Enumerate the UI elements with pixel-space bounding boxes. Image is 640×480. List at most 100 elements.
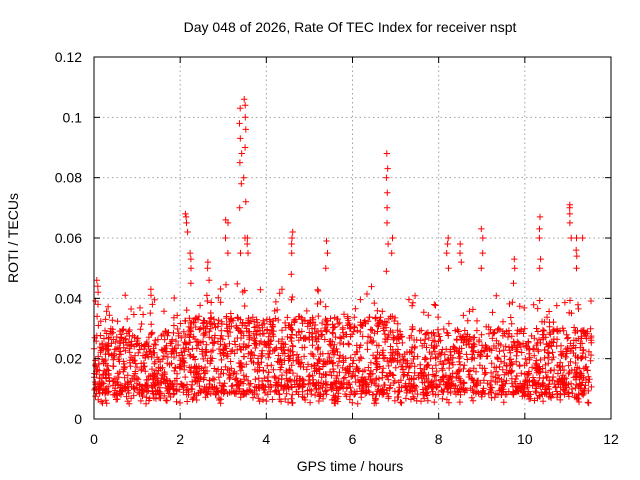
data-point	[278, 381, 285, 389]
data-point	[127, 378, 134, 385]
data-point	[366, 314, 373, 321]
data-point	[402, 363, 410, 370]
data-point	[94, 366, 101, 373]
data-point	[384, 240, 392, 248]
data-point	[124, 398, 131, 405]
data-point	[358, 394, 365, 401]
data-point	[182, 373, 189, 381]
data-point	[460, 365, 467, 373]
data-point	[114, 381, 122, 388]
data-point	[183, 219, 190, 227]
data-point	[530, 301, 537, 308]
data-point	[154, 336, 162, 343]
data-point	[206, 318, 213, 325]
data-point	[535, 368, 542, 375]
data-point	[577, 335, 585, 342]
data-point	[500, 347, 507, 354]
data-point	[192, 323, 199, 331]
data-point	[145, 343, 152, 350]
data-point	[509, 361, 516, 368]
data-point	[456, 358, 463, 366]
data-point	[334, 390, 342, 397]
data-point	[389, 354, 396, 362]
data-point	[116, 368, 123, 376]
x-tick-label: 4	[262, 431, 270, 447]
data-point	[539, 365, 546, 372]
data-point	[271, 307, 278, 315]
data-point	[506, 347, 513, 354]
data-point	[200, 355, 207, 363]
data-point	[417, 398, 425, 405]
data-point	[387, 313, 394, 320]
data-point	[138, 342, 145, 349]
x-tick-label: 0	[90, 431, 98, 447]
data-point	[180, 357, 187, 365]
data-point	[508, 367, 516, 374]
data-point	[541, 346, 548, 354]
data-point	[423, 392, 431, 399]
data-point	[187, 280, 195, 287]
data-point	[136, 346, 143, 353]
data-point	[255, 322, 263, 329]
data-point	[288, 271, 295, 278]
data-point	[443, 379, 451, 386]
data-point	[433, 367, 440, 375]
data-point	[384, 373, 391, 380]
data-point	[223, 352, 230, 360]
data-point	[379, 369, 386, 376]
data-point	[383, 150, 390, 157]
data-point	[183, 391, 190, 398]
data-point	[534, 328, 542, 335]
data-point	[411, 344, 418, 352]
data-point	[535, 379, 542, 387]
data-point	[368, 283, 375, 290]
data-point	[155, 356, 162, 363]
data-point	[347, 354, 354, 361]
data-point	[492, 390, 500, 397]
data-point	[487, 369, 495, 377]
data-point	[253, 331, 260, 339]
data-point	[253, 384, 260, 391]
data-point	[484, 352, 491, 360]
data-point	[322, 327, 330, 334]
data-point	[432, 391, 439, 398]
data-point	[466, 340, 473, 348]
data-point	[261, 320, 268, 327]
data-point	[286, 322, 293, 329]
data-point	[251, 324, 258, 331]
data-point	[453, 336, 460, 343]
data-point	[371, 400, 378, 407]
data-point	[309, 342, 316, 349]
data-point	[537, 356, 544, 364]
data-point	[498, 391, 505, 398]
data-point	[481, 390, 489, 397]
data-point	[327, 338, 334, 345]
data-point	[567, 358, 574, 365]
data-point	[455, 349, 462, 357]
data-point	[315, 287, 322, 295]
data-point	[173, 387, 180, 394]
data-point	[464, 356, 471, 363]
data-point	[540, 327, 548, 335]
data-point	[103, 308, 110, 315]
data-point	[331, 400, 338, 407]
data-point	[372, 395, 379, 402]
data-point	[272, 382, 279, 389]
data-point	[315, 389, 322, 396]
data-point	[543, 374, 550, 381]
data-point	[367, 359, 375, 366]
data-point	[242, 126, 249, 133]
data-point	[478, 225, 485, 233]
data-point	[260, 341, 268, 348]
data-point	[151, 296, 158, 303]
data-point	[544, 373, 552, 380]
data-point	[224, 327, 231, 334]
data-point	[170, 391, 177, 398]
data-point	[149, 384, 156, 391]
data-point	[364, 333, 372, 340]
data-point	[161, 371, 168, 378]
data-point	[330, 345, 337, 352]
data-point	[536, 225, 543, 233]
data-point	[493, 292, 500, 299]
data-point	[572, 370, 579, 377]
